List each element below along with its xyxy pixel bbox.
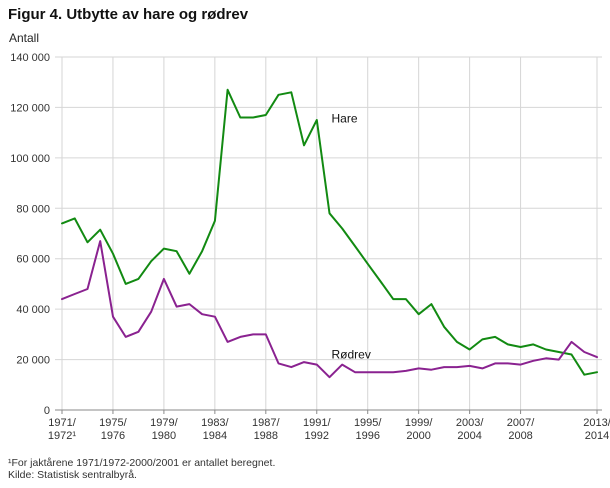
x-tick-label: 1971/1972¹ xyxy=(48,417,77,442)
x-tick-label: 1999/2000 xyxy=(405,417,433,442)
y-tick-label: 80 000 xyxy=(16,203,50,215)
chart-canvas: 0 20 000 40 000 60 000 80 000 100 000 120 000 1… xyxy=(10,52,610,442)
x-tick-label: 1975/1976 xyxy=(99,417,127,442)
x-tick-label: 2007/2008 xyxy=(507,417,535,442)
y-tick-label: 40 000 xyxy=(16,304,50,316)
figure-title: Figur 4. Utbytte av hare og rødrev xyxy=(8,6,249,23)
x-tick-label: 1991/1992 xyxy=(303,417,331,442)
y-tick-label: 20 000 xyxy=(16,355,50,367)
x-tick-label: 2003/2004 xyxy=(456,417,484,442)
hare-line xyxy=(61,88,598,376)
footnote: ¹For jaktårene 1971/1972-2000/2001 er an… xyxy=(8,457,276,469)
series-label-hare: Hare xyxy=(332,112,358,126)
rodrev-line xyxy=(61,240,598,379)
y-tick-label: 60 000 xyxy=(16,254,50,266)
y-axis-title: Antall xyxy=(9,31,40,45)
x-tick-label: 2013/2014 xyxy=(583,417,610,442)
y-tick-label: 0 xyxy=(44,405,50,417)
x-tick-label: 1995/1996 xyxy=(354,417,382,442)
source: Kilde: Statistisk sentralbyrå. xyxy=(8,469,137,481)
x-tick-label: 1979/1980 xyxy=(150,417,178,442)
x-tick-label: 1987/1988 xyxy=(252,417,280,442)
x-tick-label: 1983/1984 xyxy=(201,417,229,442)
y-tick-label: 140 000 xyxy=(10,52,50,64)
series-label-rodrev: Rødrev xyxy=(332,347,371,361)
y-tick-label: 120 000 xyxy=(10,102,50,114)
y-tick-label: 100 000 xyxy=(10,153,50,165)
